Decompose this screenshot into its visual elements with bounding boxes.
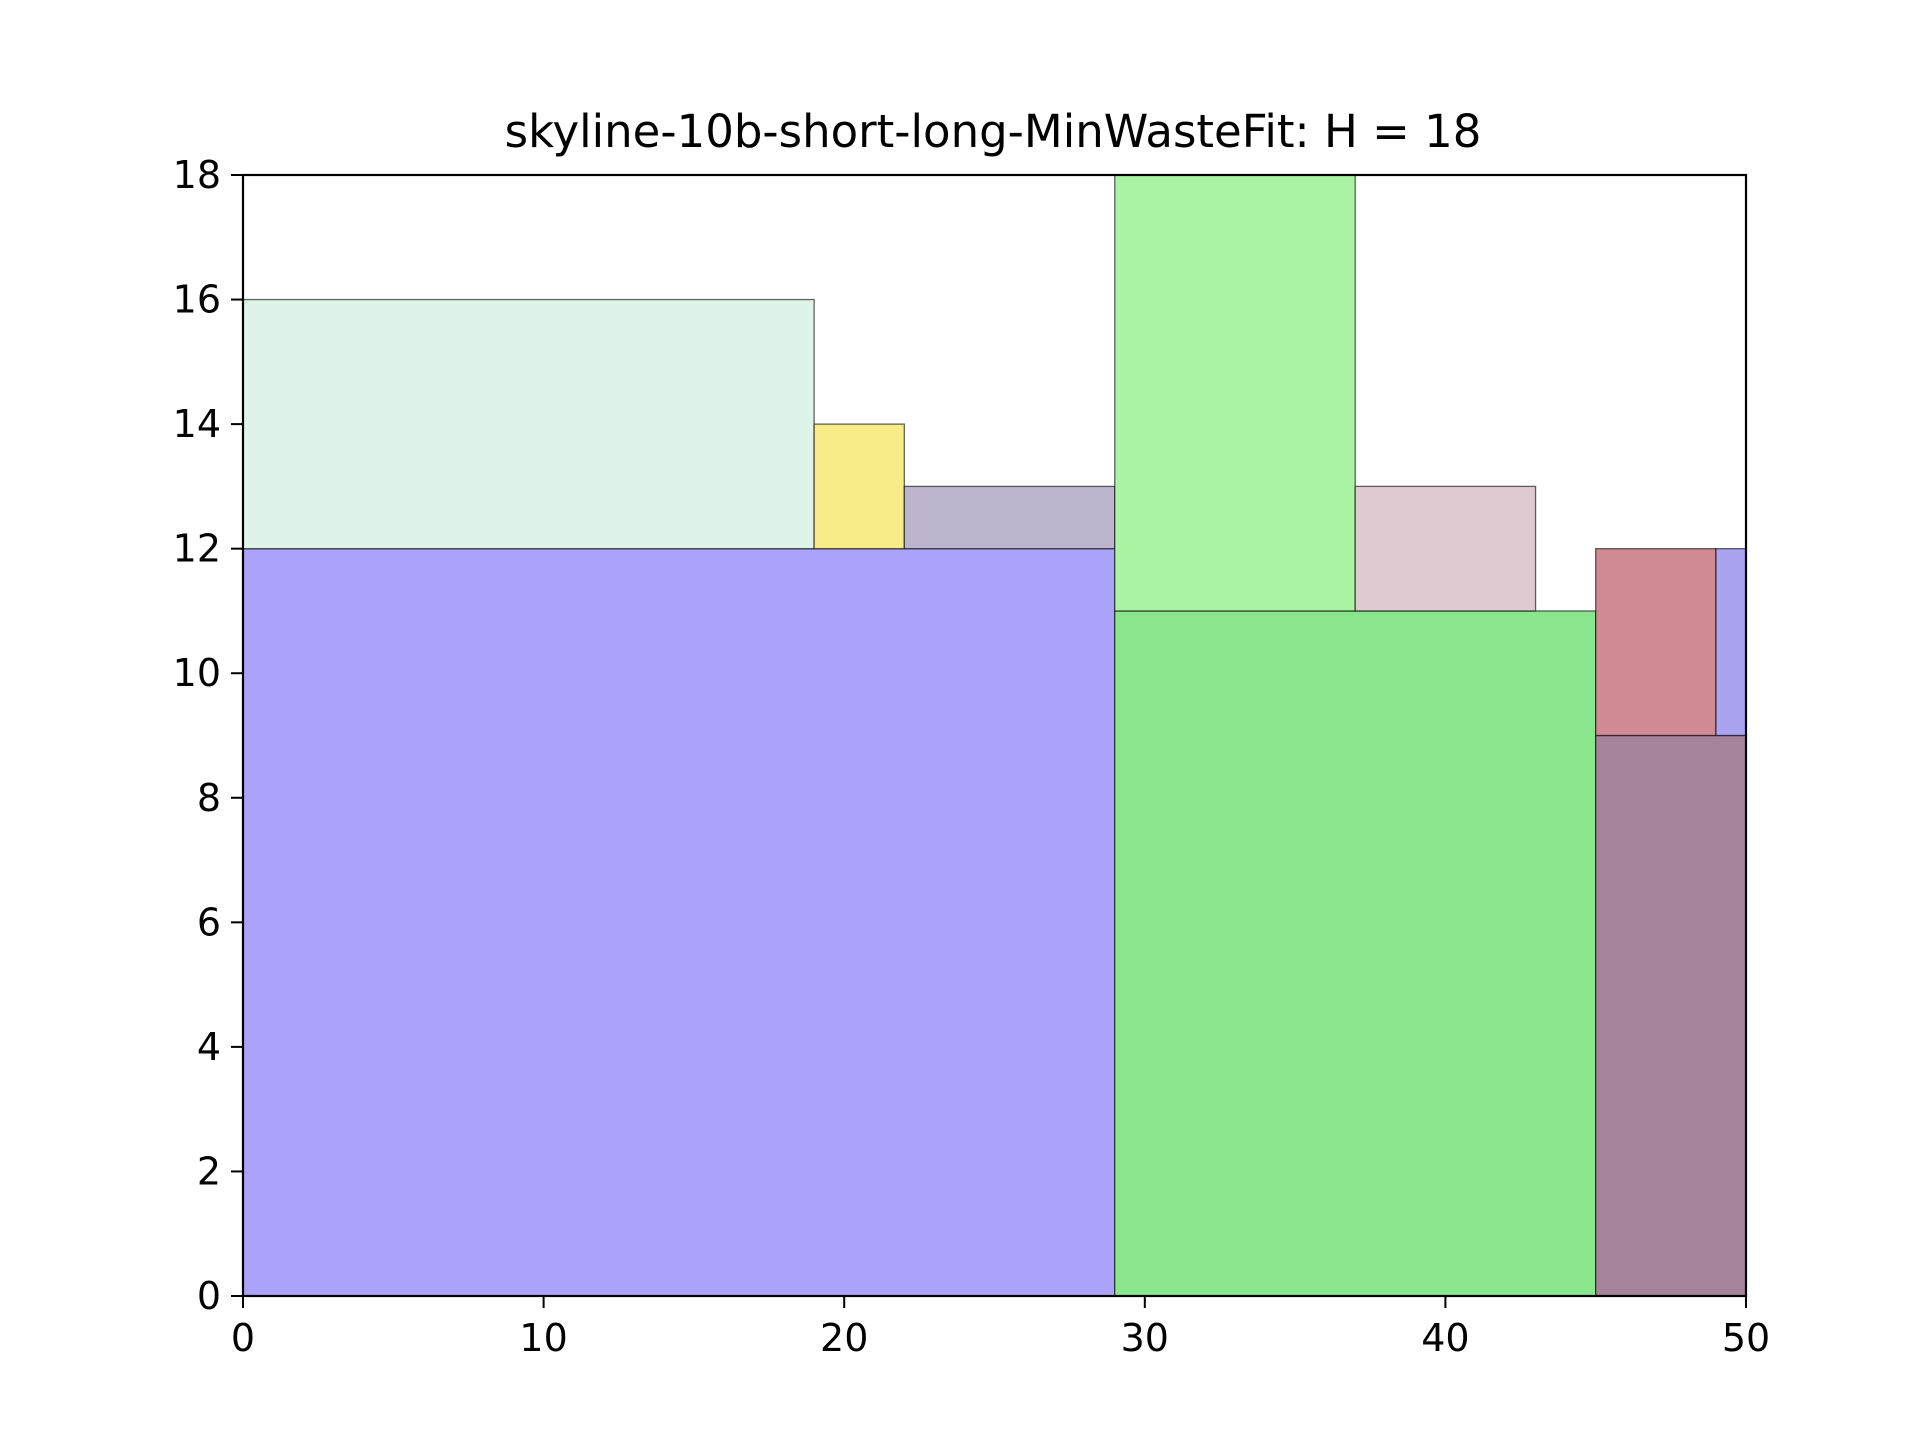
y-tick-label-14: 14 [173, 402, 221, 446]
rectangles-layer [242, 174, 1747, 1297]
packed-rectangle-6 [1114, 174, 1356, 612]
y-tick-label-4: 4 [197, 1025, 221, 1069]
packed-rectangle-4 [903, 485, 1116, 550]
y-tick-label-10: 10 [173, 651, 221, 695]
packed-rectangle-7 [1354, 485, 1537, 612]
packed-rectangle-10 [1715, 548, 1747, 737]
y-tick-label-12: 12 [173, 527, 221, 571]
x-tick-label-40: 40 [1421, 1316, 1469, 1360]
y-tick-label-8: 8 [197, 776, 221, 820]
x-axis: 0 10 20 30 40 50 [231, 1296, 1770, 1360]
x-tick-label-30: 30 [1121, 1316, 1169, 1360]
packed-rectangle-1 [242, 548, 1116, 1297]
y-tick-label-6: 6 [197, 900, 221, 944]
packed-rectangle-3 [813, 423, 905, 550]
packed-rectangle-2 [242, 298, 815, 550]
y-tick-label-18: 18 [173, 153, 221, 197]
chart-title: skyline-10b-short-long-MinWasteFit: H = … [505, 105, 1482, 158]
x-tick-label-50: 50 [1722, 1316, 1770, 1360]
y-tick-label-16: 16 [173, 278, 221, 322]
y-tick-label-2: 2 [197, 1149, 221, 1193]
packed-rectangle-8 [1595, 734, 1747, 1297]
x-tick-label-0: 0 [231, 1316, 255, 1360]
packed-rectangle-9 [1595, 548, 1717, 737]
y-tick-label-0: 0 [197, 1274, 221, 1318]
plot-frame [241, 173, 1748, 1298]
x-tick-label-20: 20 [820, 1316, 868, 1360]
packed-rectangle-5 [1114, 610, 1597, 1297]
y-axis: 0 2 4 6 8 10 12 14 16 18 [173, 153, 243, 1318]
x-tick-label-10: 10 [519, 1316, 567, 1360]
